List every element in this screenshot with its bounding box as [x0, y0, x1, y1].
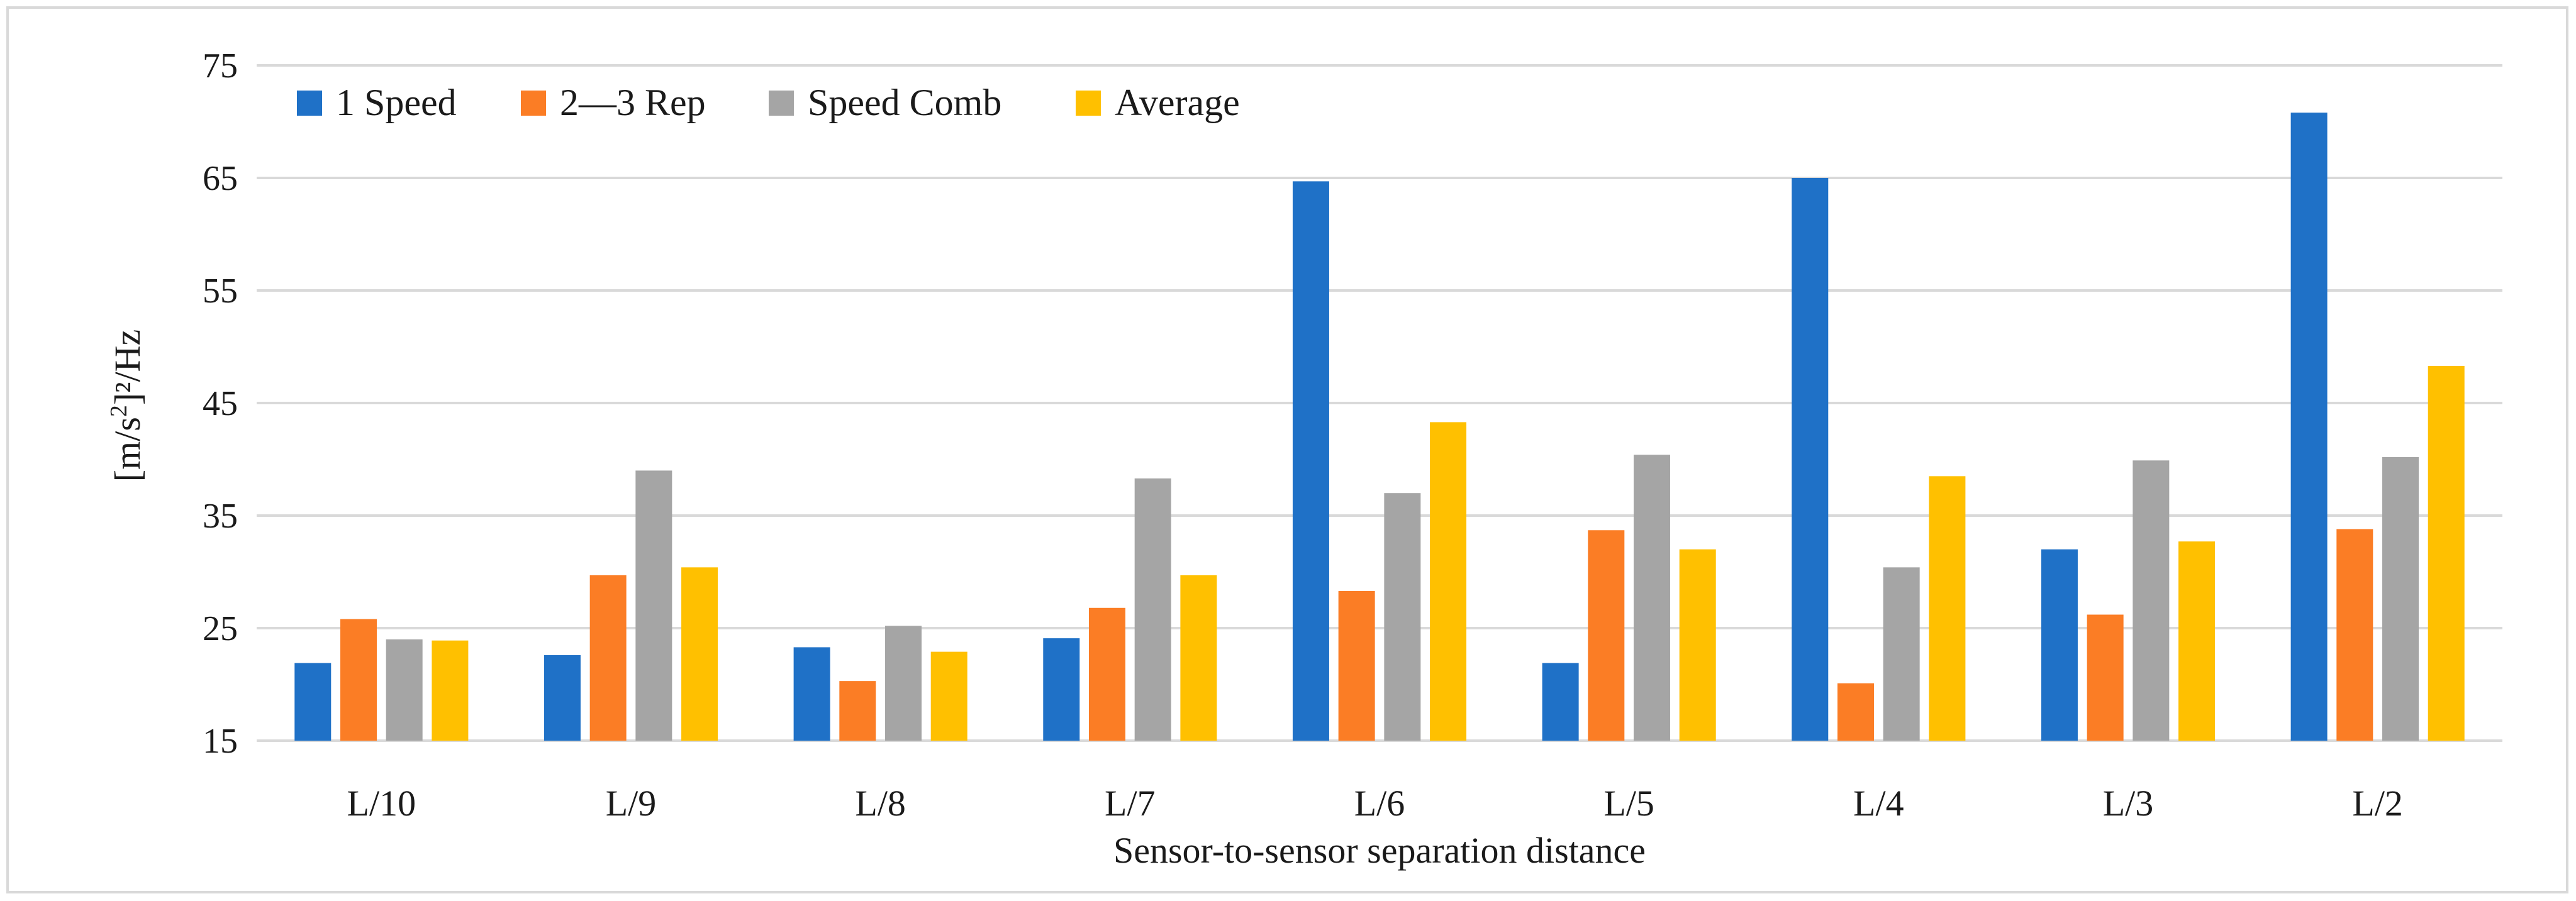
bar [432, 640, 469, 741]
legend-swatch [1076, 91, 1101, 116]
legend-swatch [297, 91, 322, 116]
y-tick-label: 75 [203, 47, 238, 86]
legend-label: 2—3 Rep [560, 82, 706, 123]
x-tick-label: L/9 [606, 783, 657, 824]
legend-swatch [521, 91, 546, 116]
y-axis-title: [m/s2]²/Hz [106, 329, 148, 482]
legend-label: 1 Speed [336, 82, 457, 123]
bar [2133, 460, 2170, 741]
x-tick-label: L/4 [1853, 783, 1904, 824]
bar [2290, 113, 2328, 741]
bar [839, 681, 876, 741]
legend-label: Speed Comb [808, 82, 1001, 123]
y-tick-label: 65 [203, 159, 238, 198]
legend-swatch [769, 91, 794, 116]
bar [589, 575, 627, 741]
bar [635, 470, 672, 741]
bar [1430, 422, 1467, 741]
bar [1338, 590, 1375, 741]
bar [681, 567, 718, 741]
x-tick-labels: L/10 L/9 L/8 L/7 L/6 L/5 L/4 L/3 L/2 [347, 783, 2403, 824]
bar [340, 619, 377, 741]
x-tick-label: L/10 [347, 783, 416, 824]
bar [2178, 541, 2216, 741]
x-tick-label: L/5 [1603, 783, 1654, 824]
bar [1588, 530, 1625, 741]
bar [1043, 638, 1080, 741]
bar [2336, 529, 2373, 741]
x-tick-label: L/7 [1105, 783, 1156, 824]
bars [294, 113, 2465, 741]
bar [793, 647, 830, 741]
bar [2041, 549, 2078, 741]
bar [1180, 575, 1217, 741]
bar [1292, 181, 1329, 741]
bar [1542, 663, 1579, 741]
bar [1837, 683, 1874, 741]
bar [885, 626, 922, 741]
bar [1792, 178, 1829, 741]
bar [1384, 493, 1421, 741]
y-tick-labels: 15 25 35 45 55 65 75 [203, 47, 238, 761]
x-tick-label: L/6 [1354, 783, 1405, 824]
bar [2087, 614, 2124, 741]
bar [544, 655, 581, 741]
y-tick-label: 35 [203, 497, 238, 536]
y-tick-label: 25 [203, 609, 238, 648]
bar [2428, 365, 2465, 741]
y-tick-label: 55 [203, 272, 238, 311]
bar [1088, 607, 1125, 741]
bar [930, 651, 967, 741]
legend-label: Average [1115, 82, 1240, 123]
x-tick-label: L/2 [2352, 783, 2403, 824]
gridlines [257, 64, 2502, 742]
bar [1634, 455, 1671, 741]
bar [1883, 567, 1920, 741]
x-tick-label: L/3 [2103, 783, 2154, 824]
y-tick-label: 15 [203, 722, 238, 761]
bar [386, 639, 423, 741]
legend: 1 Speed 2—3 Rep Speed Comb Average [297, 82, 1240, 123]
x-tick-label: L/8 [855, 783, 906, 824]
bar [1134, 478, 1171, 741]
bar [294, 663, 332, 741]
y-tick-label: 45 [203, 384, 238, 423]
bar [2382, 456, 2419, 741]
bar [1929, 476, 1966, 741]
chart-frame [6, 6, 2568, 893]
bar [1679, 549, 1716, 741]
x-axis-title: Sensor-to-sensor separation distance [1113, 830, 1646, 871]
